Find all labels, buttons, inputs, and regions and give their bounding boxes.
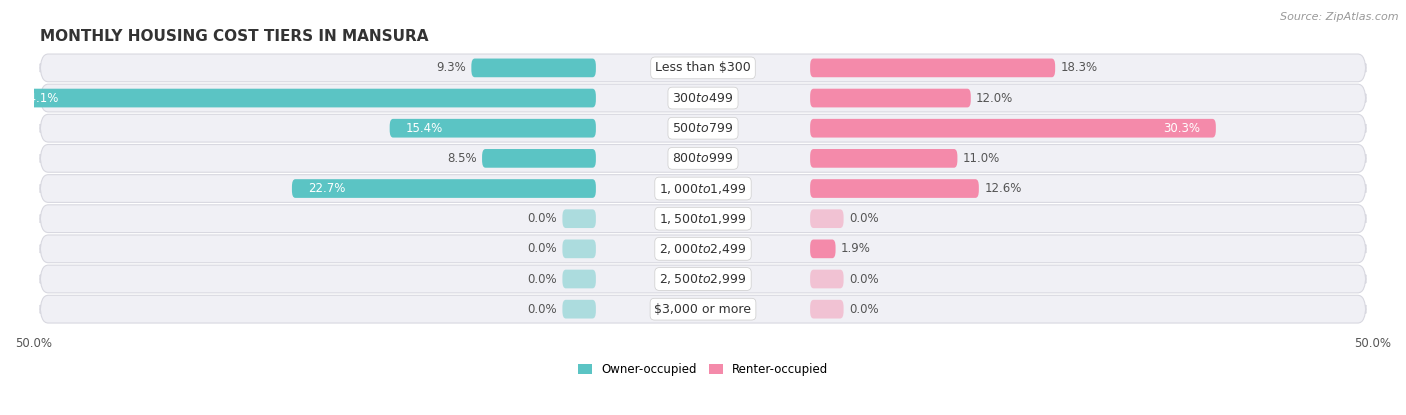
Text: 22.7%: 22.7% — [308, 182, 346, 195]
Text: 9.3%: 9.3% — [436, 61, 465, 74]
FancyBboxPatch shape — [41, 115, 1365, 142]
Text: 0.0%: 0.0% — [527, 303, 557, 316]
FancyBboxPatch shape — [41, 235, 1365, 263]
FancyBboxPatch shape — [41, 54, 1365, 82]
FancyBboxPatch shape — [41, 265, 1365, 293]
Text: 0.0%: 0.0% — [527, 273, 557, 286]
FancyBboxPatch shape — [810, 149, 957, 168]
Text: MONTHLY HOUSING COST TIERS IN MANSURA: MONTHLY HOUSING COST TIERS IN MANSURA — [41, 29, 429, 44]
FancyBboxPatch shape — [810, 119, 1216, 137]
Legend: Owner-occupied, Renter-occupied: Owner-occupied, Renter-occupied — [578, 363, 828, 376]
FancyBboxPatch shape — [562, 270, 596, 288]
FancyBboxPatch shape — [482, 149, 596, 168]
Text: $3,000 or more: $3,000 or more — [655, 303, 751, 316]
Text: 0.0%: 0.0% — [527, 242, 557, 255]
Text: 18.3%: 18.3% — [1060, 61, 1098, 74]
FancyBboxPatch shape — [389, 119, 596, 137]
FancyBboxPatch shape — [810, 209, 844, 228]
Text: 0.0%: 0.0% — [527, 212, 557, 225]
FancyBboxPatch shape — [6, 89, 596, 107]
Text: $1,500 to $1,999: $1,500 to $1,999 — [659, 212, 747, 226]
FancyBboxPatch shape — [810, 89, 970, 107]
FancyBboxPatch shape — [292, 179, 596, 198]
FancyBboxPatch shape — [471, 59, 596, 77]
Text: $800 to $999: $800 to $999 — [672, 152, 734, 165]
Text: Less than $300: Less than $300 — [655, 61, 751, 74]
FancyBboxPatch shape — [810, 300, 844, 319]
Text: $2,000 to $2,499: $2,000 to $2,499 — [659, 242, 747, 256]
Text: $1,000 to $1,499: $1,000 to $1,499 — [659, 181, 747, 195]
FancyBboxPatch shape — [41, 84, 1365, 112]
Text: 15.4%: 15.4% — [406, 122, 443, 135]
Text: $2,500 to $2,999: $2,500 to $2,999 — [659, 272, 747, 286]
FancyBboxPatch shape — [810, 59, 1054, 77]
Text: Source: ZipAtlas.com: Source: ZipAtlas.com — [1281, 12, 1399, 22]
Text: 12.0%: 12.0% — [976, 92, 1014, 105]
Text: 12.6%: 12.6% — [984, 182, 1022, 195]
Text: 11.0%: 11.0% — [963, 152, 1000, 165]
Text: 44.1%: 44.1% — [21, 92, 59, 105]
FancyBboxPatch shape — [41, 144, 1365, 172]
FancyBboxPatch shape — [562, 239, 596, 258]
FancyBboxPatch shape — [810, 179, 979, 198]
Text: $300 to $499: $300 to $499 — [672, 92, 734, 105]
FancyBboxPatch shape — [810, 239, 835, 258]
Text: 0.0%: 0.0% — [849, 273, 879, 286]
FancyBboxPatch shape — [810, 270, 844, 288]
FancyBboxPatch shape — [562, 209, 596, 228]
FancyBboxPatch shape — [41, 205, 1365, 232]
Text: 0.0%: 0.0% — [849, 212, 879, 225]
Text: 0.0%: 0.0% — [849, 303, 879, 316]
Text: 8.5%: 8.5% — [447, 152, 477, 165]
Text: 1.9%: 1.9% — [841, 242, 870, 255]
Text: 30.3%: 30.3% — [1163, 122, 1199, 135]
FancyBboxPatch shape — [41, 175, 1365, 203]
FancyBboxPatch shape — [41, 295, 1365, 323]
FancyBboxPatch shape — [562, 300, 596, 319]
Text: $500 to $799: $500 to $799 — [672, 122, 734, 135]
